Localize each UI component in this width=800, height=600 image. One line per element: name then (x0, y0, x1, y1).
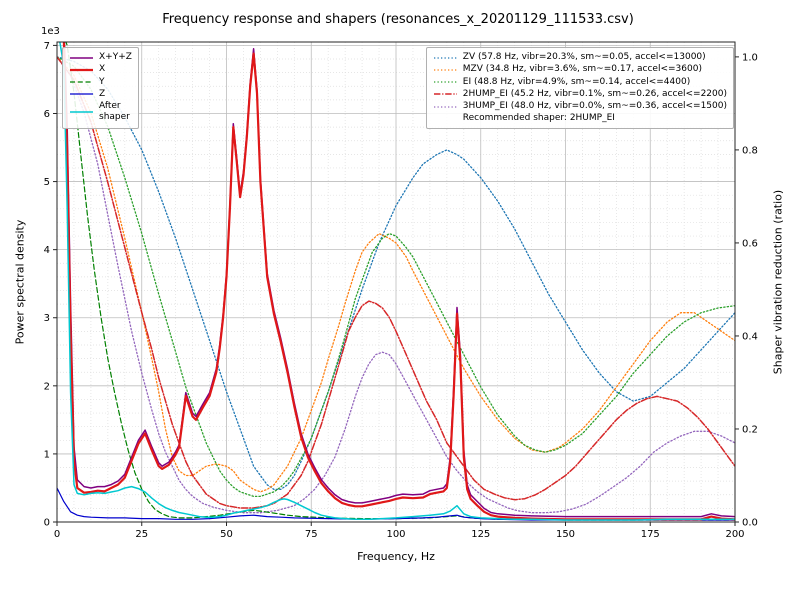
y-right-tick-label: 0.8 (742, 145, 758, 156)
legend-shapers: ZV (57.8 Hz, vibr=20.3%, sm~=0.05, accel… (425, 47, 734, 129)
series-3hump-ei (57, 56, 735, 514)
y-right-tick-label: 0.0 (742, 518, 758, 529)
series-after-shaper (59, 42, 735, 521)
y-left-tick-label: 0 (44, 518, 50, 529)
legend-line-sample (433, 69, 457, 71)
legend-entry: Y (69, 77, 132, 88)
y-axis-label-left: Power spectral density (13, 219, 27, 345)
y-axis-offset-label: 1e3 (41, 26, 60, 37)
legend-entry-label: After shaper (99, 101, 130, 123)
legend-line-sample (433, 105, 457, 108)
legend-entry: Z (69, 89, 132, 100)
x-tick-label: 75 (305, 529, 318, 540)
series-mzv (57, 56, 735, 493)
legend-line-sample (433, 81, 457, 83)
legend-entry-label: X (99, 64, 106, 75)
legend-line-sample (70, 68, 93, 71)
legend-psd: X+Y+Z X Y Z After shaper (62, 47, 139, 129)
y-left-tick-label: 1 (44, 449, 50, 460)
y-right-tick-label: 0.6 (742, 238, 758, 249)
series-x (62, 42, 735, 521)
legend-entry-label: X+Y+Z (99, 52, 132, 62)
y-left-tick-label: 4 (44, 245, 50, 256)
chart-title: Frequency response and shapers (resonanc… (162, 12, 634, 27)
legend-entry-label: MZV (34.8 Hz, vibr=3.6%, sm~=0.17, accel… (462, 64, 702, 75)
y-right-tick-label: 0.2 (742, 424, 758, 435)
legend-entry: 3HUMP_EI (48.0 Hz, vibr=0.0%, sm~=0.36, … (433, 101, 727, 112)
y-left-tick-label: 2 (44, 381, 50, 392)
legend-entry: ZV (57.8 Hz, vibr=20.3%, sm~=0.05, accel… (433, 52, 727, 63)
legend-line-sample (70, 56, 93, 59)
series-2hump-ei (57, 56, 735, 509)
series-zv (57, 56, 735, 491)
legend-entry: After shaper (69, 101, 132, 124)
legend-line-sample (433, 93, 457, 96)
x-tick-label: 125 (471, 529, 490, 540)
y-axis-label-right: Shaper vibration reduction (ratio) (771, 189, 785, 375)
x-tick-label: 25 (135, 529, 148, 540)
series-ei (57, 56, 735, 498)
y-right-tick-label: 1.0 (742, 52, 758, 63)
y-left-tick-label: 7 (44, 41, 50, 52)
y-left-tick-label: 6 (44, 109, 50, 120)
x-axis-label: Frequency, Hz (357, 550, 435, 563)
legend-line-sample (70, 93, 93, 95)
y-left-tick-label: 3 (44, 313, 50, 324)
legend-entry-label: EI (48.8 Hz, vibr=4.9%, sm~=0.14, accel<… (462, 76, 691, 87)
legend-entry-label: 3HUMP_EI (48.0 Hz, vibr=0.0%, sm~=0.36, … (462, 101, 727, 111)
tick-labels: 0 25 50 75 100 125 150 175 200 0 1 2 3 4 5 6 7 0.0 0.2 0.4 0… (44, 41, 758, 540)
y-right-tick-label: 0.4 (742, 331, 758, 342)
legend-entry: X (69, 64, 132, 75)
x-tick-label: 100 (386, 529, 405, 540)
legend-entry: 2HUMP_EI (45.2 Hz, vibr=0.1%, sm~=0.26, … (433, 89, 727, 100)
x-tick-label: 200 (725, 529, 744, 540)
recommended-shaper-note: Recommended shaper: 2HUMP_EI (462, 113, 615, 124)
legend-psd-entries: X+Y+Z X Y Z After shaper (69, 52, 132, 124)
x-tick-label: 175 (641, 529, 660, 540)
y-left-tick-label: 5 (44, 177, 50, 188)
legend-entry: EI (48.8 Hz, vibr=4.9%, sm~=0.14, accel<… (433, 77, 727, 88)
series-z (57, 487, 735, 521)
x-tick-label: 150 (556, 529, 575, 540)
legend-line-sample (70, 81, 93, 83)
x-tick-label: 0 (54, 529, 60, 540)
legend-entry: X+Y+Z (69, 52, 132, 63)
legend-entry-label: Z (99, 88, 106, 99)
legend-entry-label: 2HUMP_EI (45.2 Hz, vibr=0.1%, sm~=0.26, … (462, 88, 727, 99)
legend-entry: MZV (34.8 Hz, vibr=3.6%, sm~=0.17, accel… (433, 64, 727, 75)
legend-entry-label: Y (99, 76, 105, 87)
legend-line-sample (433, 56, 457, 59)
legend-line-sample (70, 111, 93, 113)
x-tick-label: 50 (220, 529, 233, 540)
legend-shapers-entries: ZV (57.8 Hz, vibr=20.3%, sm~=0.05, accel… (433, 52, 727, 112)
series-group (57, 42, 735, 521)
legend-entry-label: ZV (57.8 Hz, vibr=20.3%, sm~=0.05, accel… (462, 52, 706, 62)
